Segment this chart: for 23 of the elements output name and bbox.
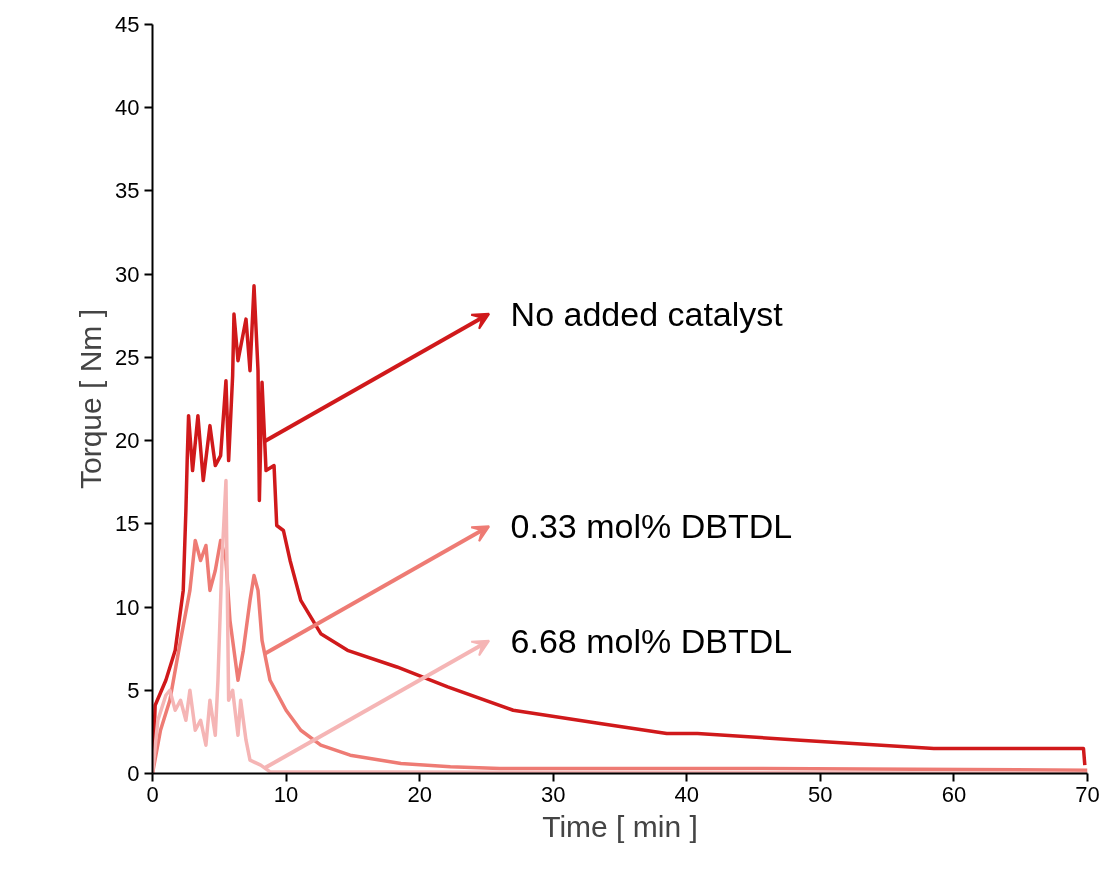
y-tick-label: 35 bbox=[115, 178, 140, 204]
x-tick-label: 30 bbox=[540, 781, 566, 807]
y-tick-label: 5 bbox=[127, 677, 140, 703]
x-tick-label: 10 bbox=[273, 781, 299, 807]
y-tick-label: 10 bbox=[115, 594, 140, 620]
y-axis-title: Torque [ Nm ] bbox=[74, 308, 108, 490]
x-tick-label: 50 bbox=[808, 781, 833, 807]
legend-label: 6.68 mol% DBTDL bbox=[510, 621, 793, 660]
y-tick-label: 15 bbox=[115, 511, 140, 537]
x-tick-label: 0 bbox=[146, 781, 159, 807]
x-tick-label: 40 bbox=[674, 781, 700, 807]
x-tick-label: 20 bbox=[407, 781, 432, 807]
y-tick-label: 25 bbox=[115, 344, 140, 370]
y-tick-label: 45 bbox=[115, 12, 140, 37]
y-tick-label: 20 bbox=[115, 428, 140, 454]
x-tick-label: 60 bbox=[941, 781, 967, 807]
legend-label: 0.33 mol% DBTDL bbox=[510, 507, 793, 546]
x-axis-title: Time [ min ] bbox=[542, 809, 698, 843]
y-tick-label: 40 bbox=[115, 95, 140, 121]
legend-label: No added catalyst bbox=[510, 294, 784, 333]
y-tick-label: 0 bbox=[127, 761, 140, 786]
x-tick-label: 70 bbox=[1075, 781, 1100, 807]
y-tick-label: 30 bbox=[115, 261, 140, 287]
